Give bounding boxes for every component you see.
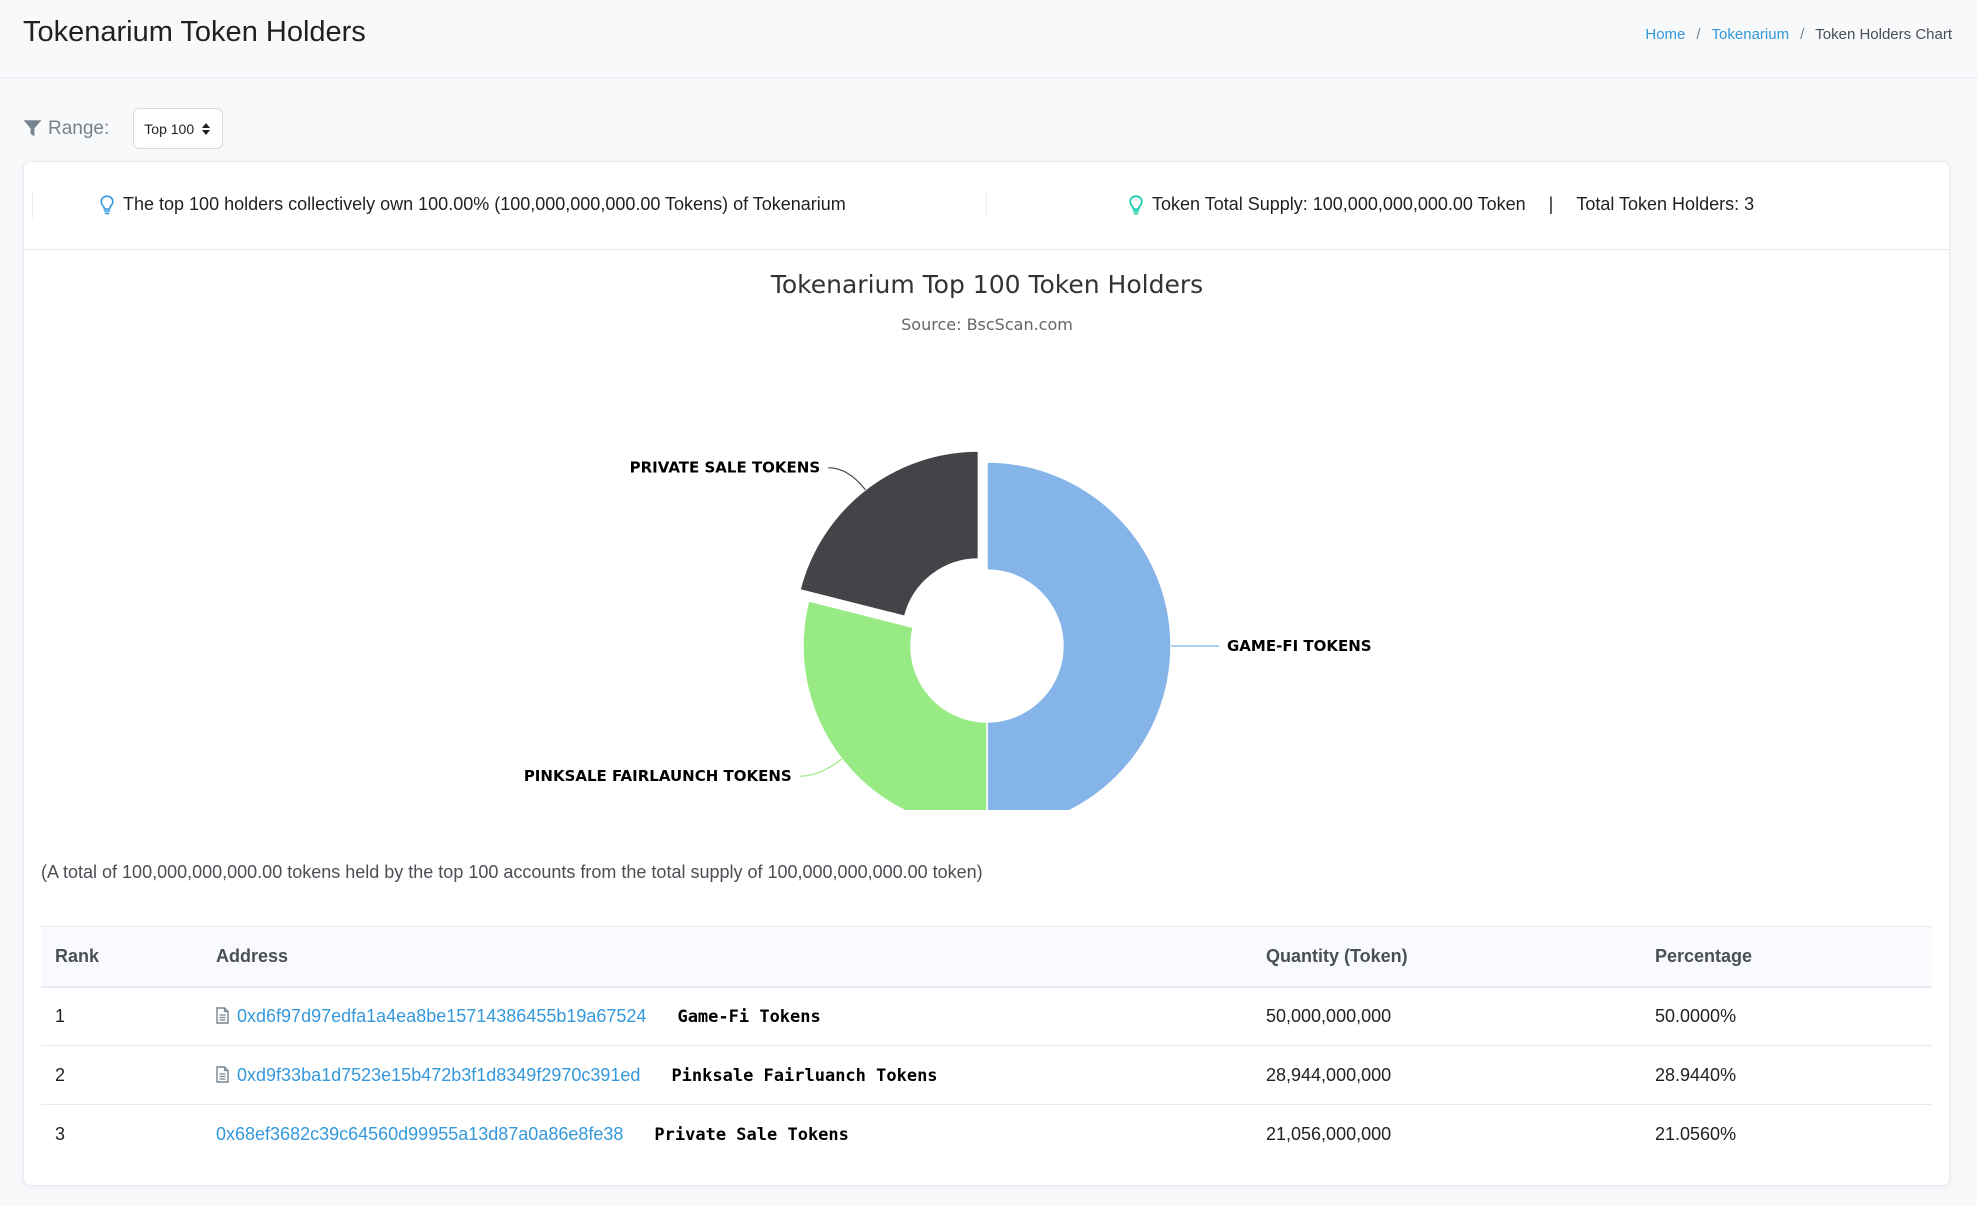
holders-table: Rank Address Quantity (Token) Percentage…: [41, 926, 1932, 1164]
quantity-header: Quantity (Token): [1252, 926, 1641, 988]
table-row: 3 0x68ef3682c39c64560d99955a13d87a0a86e8…: [41, 1105, 1932, 1164]
document-icon: [216, 1065, 229, 1083]
lightbulb-icon: [1129, 194, 1143, 214]
breadcrumb-separator: /: [1800, 26, 1805, 43]
range-label: Range:: [48, 117, 110, 139]
rank-header: Rank: [41, 926, 202, 988]
address-cell: 0xd9f33ba1d7523e15b472b3f1d8349f2970c391…: [202, 1045, 1252, 1105]
ownership-stat: The top 100 holders collectively own 100…: [100, 194, 846, 215]
percentage-cell: 50.0000%: [1641, 986, 1932, 1046]
table-row: 2 0xd9f33ba1d7523e15b472b3f1d8349f2970c3…: [41, 1045, 1932, 1105]
table-header-row: Rank Address Quantity (Token) Percentage: [41, 926, 1932, 988]
range-label-group: Range:: [23, 118, 109, 140]
range-select[interactable]: Top 100: [133, 108, 224, 149]
breadcrumb-separator: /: [1696, 26, 1701, 43]
breadcrumb-home[interactable]: Home: [1645, 26, 1686, 43]
breadcrumb-current: Token Holders Chart: [1815, 26, 1952, 43]
address-header: Address: [202, 926, 1252, 988]
pie-slices: [799, 450, 1172, 810]
pie-slice-pinksale-fairlaunch-tokens[interactable]: [802, 599, 988, 810]
percentage-cell: 28.9440%: [1641, 1045, 1932, 1105]
range-select-value: Top 100: [144, 120, 195, 137]
holder-address-link[interactable]: 0xd9f33ba1d7523e15b472b3f1d8349f2970c391…: [237, 1064, 641, 1085]
address-cell: 0x68ef3682c39c64560d99955a13d87a0a86e8fe…: [202, 1105, 1252, 1164]
pie-label-pinksale-fairlaunch-tokens: PINKSALE FAIRLAUNCH TOKENS: [524, 767, 792, 785]
breadcrumb-token[interactable]: Tokenarium: [1711, 26, 1790, 43]
rank-cell: 1: [41, 986, 202, 1046]
holder-name-tag: Game-Fi Tokens: [677, 1006, 821, 1027]
donut-chart: Tokenarium Top 100 Token Holders Source:…: [524, 270, 1372, 810]
pie-connector-private-sale-tokens: [828, 467, 866, 491]
range-filter: Range: Top 100: [23, 108, 224, 149]
percentage-cell: 21.0560%: [1655, 1123, 1737, 1144]
chart-subtitle: Source: BscScan.com: [901, 315, 1073, 334]
breadcrumb: Home / Tokenarium / Token Holders Chart: [1645, 26, 1952, 43]
rank-cell: 3: [55, 1123, 66, 1144]
ownership-text: The top 100 holders collectively own 100…: [123, 194, 846, 214]
filter-icon: [23, 120, 42, 137]
holders-card: The top 100 holders collectively own 100…: [23, 161, 1950, 1186]
chart-title: Tokenarium Top 100 Token Holders: [770, 270, 1203, 299]
total-note: (A total of 100,000,000,000.00 tokens he…: [41, 862, 983, 882]
pie-label-game-fi-tokens: GAME-FI TOKENS: [1227, 637, 1372, 655]
pie-label-private-sale-tokens: PRIVATE SALE TOKENS: [630, 459, 821, 477]
quantity-cell: 50,000,000,000: [1252, 986, 1641, 1046]
stats-row: The top 100 holders collectively own 100…: [24, 162, 1949, 250]
table-row: 1 0xd6f97d97edfa1a4ea8be15714386455b19a6…: [41, 986, 1932, 1046]
rank-cell: 2: [41, 1045, 202, 1105]
quantity-cell: 21,056,000,000: [1266, 1123, 1392, 1144]
pie-labels: GAME-FI TOKENSOTHER ACCOUNTSPINKSALE FAI…: [524, 459, 1372, 786]
sort-arrows-icon: [202, 122, 211, 135]
lightbulb-icon: [100, 194, 114, 214]
pie-slice-private-sale-tokens[interactable]: [799, 450, 980, 618]
holder-address-link[interactable]: 0xd6f97d97edfa1a4ea8be15714386455b19a675…: [237, 1005, 647, 1026]
divider: [32, 191, 33, 218]
address-cell: 0xd6f97d97edfa1a4ea8be15714386455b19a675…: [202, 986, 1252, 1046]
quantity-cell: 28,944,000,000: [1252, 1045, 1641, 1105]
holders-count-text: Total Token Holders: 3: [1576, 194, 1755, 214]
supply-text: Token Total Supply: 100,000,000,000.00 T…: [1152, 194, 1526, 214]
holder-address-link[interactable]: 0x68ef3682c39c64560d99955a13d87a0a86e8fe…: [216, 1123, 624, 1144]
pie-slice-game-fi-tokens[interactable]: [986, 461, 1172, 810]
percentage-header: Percentage: [1641, 926, 1932, 988]
document-icon: [216, 1007, 229, 1024]
holders-chart: Tokenarium Top 100 Token Holders Source:…: [24, 250, 1949, 810]
holder-name-tag: Private Sale Tokens: [654, 1124, 849, 1145]
page-title: Tokenarium Token Holders: [23, 16, 366, 48]
pie-connector-pinksale-fairlaunch-tokens: [799, 758, 843, 777]
holder-name-tag: Pinksale Fairluanch Tokens: [671, 1065, 938, 1086]
stat-separator: |: [1548, 194, 1554, 214]
supply-stat: Token Total Supply: 100,000,000,000.00 T…: [1129, 194, 1754, 215]
divider: [986, 191, 987, 218]
top-bar: Tokenarium Token Holders Home / Tokenari…: [0, 0, 1977, 78]
